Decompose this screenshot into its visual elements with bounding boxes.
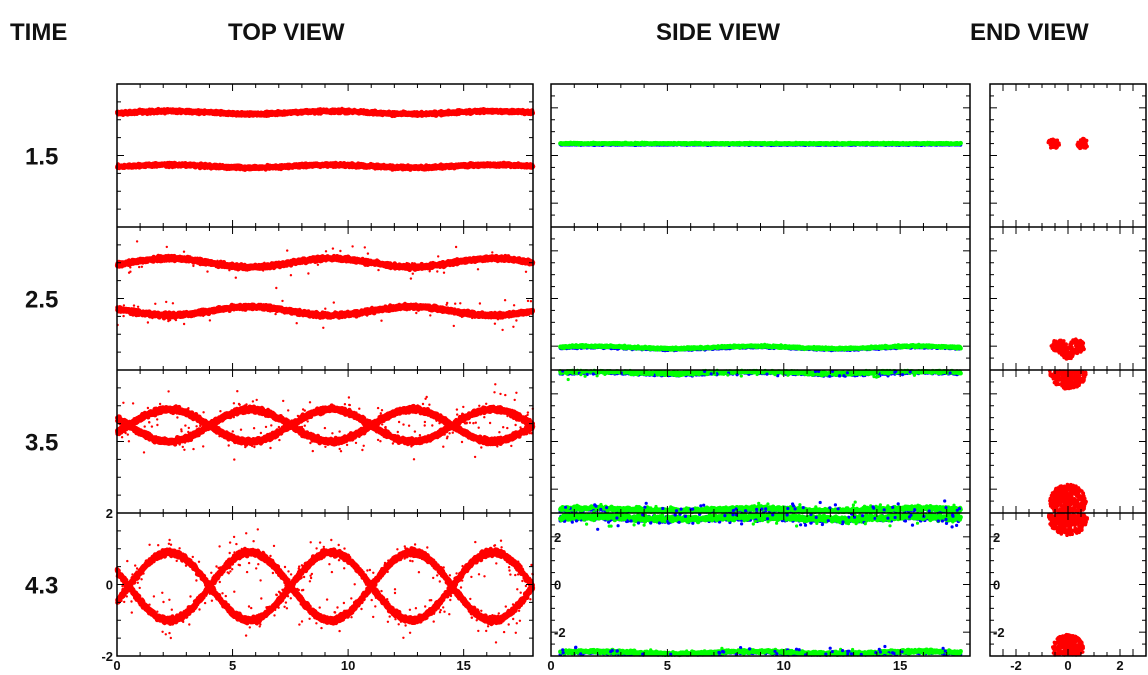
header-top-view: TOP VIEW <box>228 19 345 46</box>
header-time: TIME <box>10 19 67 46</box>
time-label-4: 4.3 <box>25 573 58 600</box>
header-end-view: END VIEW <box>970 19 1089 46</box>
time-label-1: 1.5 <box>25 144 58 171</box>
header-side-view: SIDE VIEW <box>656 19 780 46</box>
time-label-2: 2.5 <box>25 287 58 314</box>
time-label-3: 3.5 <box>25 430 58 457</box>
data-points <box>114 106 1089 658</box>
time-labels: 1.5 2.5 3.5 4.3 <box>25 144 58 600</box>
